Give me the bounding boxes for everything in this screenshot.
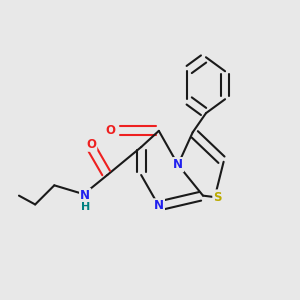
Text: N: N — [80, 189, 90, 202]
Text: S: S — [214, 190, 222, 204]
Text: N: N — [173, 158, 183, 171]
Text: H: H — [81, 202, 90, 212]
Text: O: O — [105, 124, 115, 137]
Text: N: N — [154, 200, 164, 212]
Text: O: O — [86, 138, 96, 151]
